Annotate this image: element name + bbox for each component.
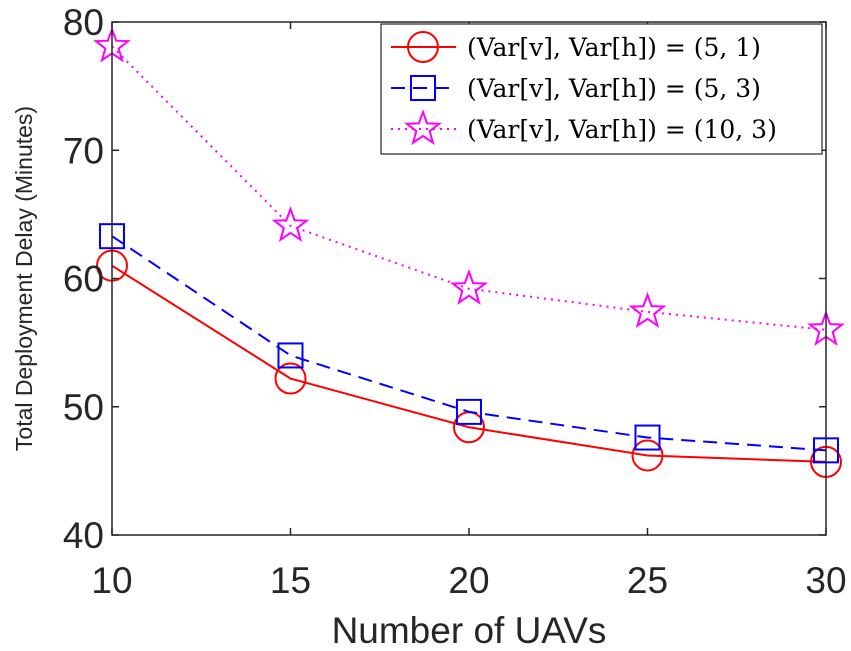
legend-label: (Var[v], Var[h]) = (5, 1) [467,33,761,62]
series-line [111,264,827,463]
legend-item: (Var[v], Var[h]) = (5, 3) [391,74,761,103]
x-tick-label: 25 [627,560,668,601]
data-point-square [277,342,304,369]
data-point-square [456,398,482,425]
y-tick-label: 50 [63,387,104,428]
x-tick-label: 15 [270,560,311,601]
legend-item: (Var[v], Var[h]) = (5, 1) [391,31,761,63]
x-tick-label: 30 [805,560,846,601]
legend-label: (Var[v], Var[h]) = (10, 3) [467,115,777,144]
legend-marker-circle [407,31,439,63]
legend-box [380,23,823,155]
series-line [111,45,827,331]
data-point-square [634,424,661,451]
y-tick-label: 80 [63,2,104,43]
legend-item: (Var[v], Var[h]) = (10, 3) [391,109,777,146]
legend: (Var[v], Var[h]) = (5, 1) (Var[v], Var[h]… [380,23,823,155]
legend-marker-square [410,75,436,101]
plot-area-frame [111,21,827,536]
y-axis-label: Total Deployment Delay (Minutes) [11,106,37,451]
y-tick-label: 60 [63,259,104,300]
y-tick-label: 40 [63,515,104,556]
y-tick-label: 70 [63,130,104,171]
data-point-circle [631,439,664,472]
data-point-circle [274,362,307,395]
tick-labels: 10 15 20 25 30 40 50 60 70 80 [63,2,847,601]
data-point-star [450,268,488,305]
series-group [93,26,845,478]
legend-marker-star [404,109,442,146]
x-tick-label: 10 [91,560,132,601]
data-point-star [271,205,310,243]
x-tick-label: 20 [448,560,489,601]
legend-label: (Var[v], Var[h]) = (5, 3) [467,74,761,103]
x-axis-label: Number of UAVs [332,610,607,651]
data-point-star [628,291,667,328]
series-line [111,235,827,452]
